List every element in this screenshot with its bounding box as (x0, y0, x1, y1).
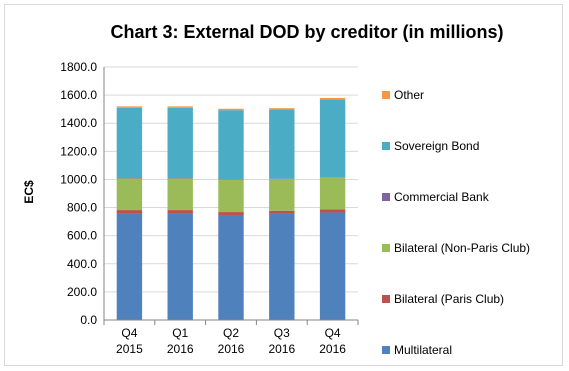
bar-segment-sovereign-bond (218, 110, 244, 180)
bar-segment-bilateral-paris-club (167, 210, 193, 214)
legend-swatch (382, 244, 390, 252)
legend-swatch (382, 346, 390, 354)
bar-segment-other (116, 106, 143, 108)
bar-segment-bilateral-paris-club (218, 212, 244, 216)
bar-segment-multilateral (116, 213, 143, 320)
x-tick-label: Q1 2016 (167, 326, 194, 356)
x-tick-label: Q4 2016 (319, 326, 346, 356)
legend-entry-label: Bilateral (Paris Club) (394, 292, 504, 306)
y-tick-label: 200.0 (67, 285, 97, 299)
bar-segment-bilateral-non-paris-club (269, 179, 295, 211)
legend-swatch (382, 142, 390, 150)
bar-segment-multilateral (167, 213, 193, 320)
bar-segment-sovereign-bond (319, 99, 346, 178)
bar-segment-multilateral (218, 215, 244, 320)
bar-segment-sovereign-bond (167, 107, 193, 179)
y-tick-label: 1200.0 (60, 144, 97, 158)
bar-segment-multilateral (319, 212, 346, 320)
bar-segment-other (167, 106, 193, 108)
bar-segment-bilateral-paris-club (269, 210, 295, 214)
bar-segment-multilateral (269, 213, 295, 320)
y-tick-label: 1600.0 (60, 88, 97, 102)
legend-entry-label: Multilateral (394, 343, 452, 357)
x-tick-label: Q3 2016 (268, 326, 295, 356)
y-tick-label: 1000.0 (60, 172, 97, 186)
bar-segment-other (269, 108, 295, 110)
legend-entry-label: Other (394, 88, 424, 102)
bar-segment-sovereign-bond (116, 107, 143, 179)
legend-entry-label: Commercial Bank (394, 190, 490, 204)
bar-segment-bilateral-paris-club (116, 210, 143, 214)
bar-segment-bilateral-non-paris-club (167, 178, 193, 211)
y-tick-label: 0.0 (80, 313, 97, 327)
y-tick-label: 1800.0 (60, 60, 97, 74)
y-tick-label: 800.0 (67, 201, 97, 215)
legend-swatch (382, 295, 390, 303)
legend-swatch (382, 91, 390, 99)
bar-segment-bilateral-non-paris-club (218, 179, 244, 213)
bar-segment-sovereign-bond (269, 109, 295, 179)
y-tick-label: 400.0 (67, 257, 97, 271)
x-tick-label: Q4 2015 (116, 326, 143, 356)
y-axis-label: EC$ (22, 180, 36, 204)
bar-segment-bilateral-non-paris-club (319, 177, 346, 210)
bar-segment-other (319, 97, 346, 100)
x-tick-label: Q2 2016 (218, 326, 245, 356)
legend-entry-label: Sovereign Bond (394, 139, 479, 153)
y-tick-label: 1400.0 (60, 116, 97, 130)
legend-entry-label: Bilateral (Non-Paris Club) (394, 241, 530, 255)
bar-segment-bilateral-non-paris-club (116, 178, 143, 211)
legend-swatch (382, 193, 390, 201)
y-tick-label: 600.0 (67, 229, 97, 243)
chart-title: Chart 3: External DOD by creditor (in mi… (110, 22, 503, 42)
bar-segment-other (218, 108, 244, 111)
bar-segment-bilateral-paris-club (319, 209, 346, 213)
